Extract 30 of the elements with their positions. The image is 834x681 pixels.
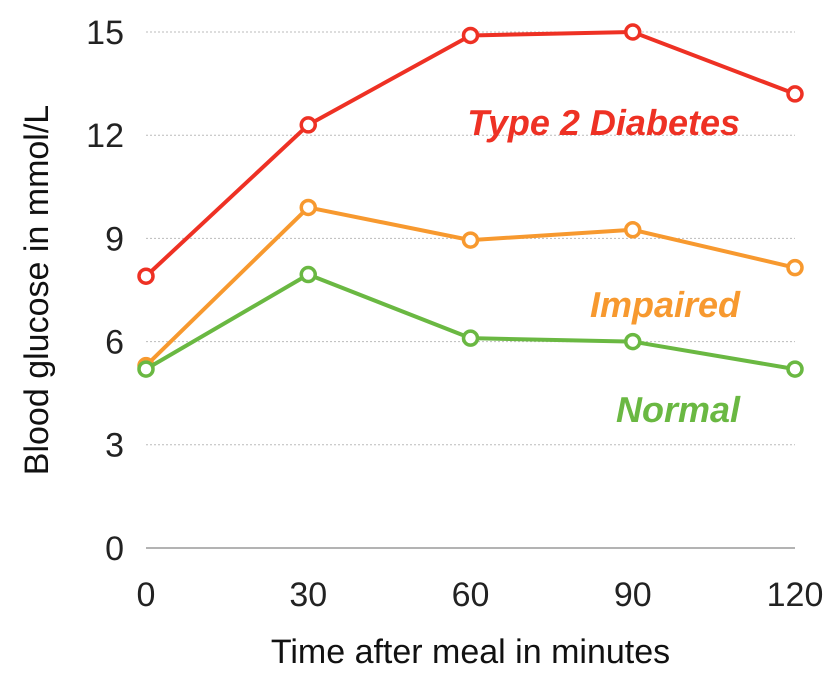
x-tick-label: 90 [614,576,652,614]
y-tick-label: 15 [86,14,124,52]
point [462,26,480,44]
y-tick-label: 12 [86,117,124,156]
point [786,360,804,378]
point [300,266,317,284]
x-axis-title: Time after meal in minutes [270,633,670,671]
point [624,23,642,41]
x-tick-label: 60 [452,576,490,614]
point [786,258,804,276]
point [300,198,317,216]
series-label: Normal [616,388,741,430]
y-tick-label: 3 [105,426,124,465]
point [137,360,155,378]
point [137,267,155,285]
y-axis-title: Blood glucose in mmol/L [18,104,56,476]
x-tick-label: 0 [136,576,156,614]
point [624,221,642,239]
point [624,332,642,350]
series-label: Impaired [590,284,742,325]
y-tick-label: 9 [105,220,124,258]
series-label: Type 2 Diabetes [467,102,740,143]
point [300,116,317,134]
point [786,85,804,103]
x-tick-label: 30 [289,576,328,614]
y-tick-label: 0 [105,530,124,568]
y-tick-label: 6 [105,324,124,362]
x-tick-label: 120 [766,576,824,614]
point [462,329,480,347]
point [462,231,480,249]
